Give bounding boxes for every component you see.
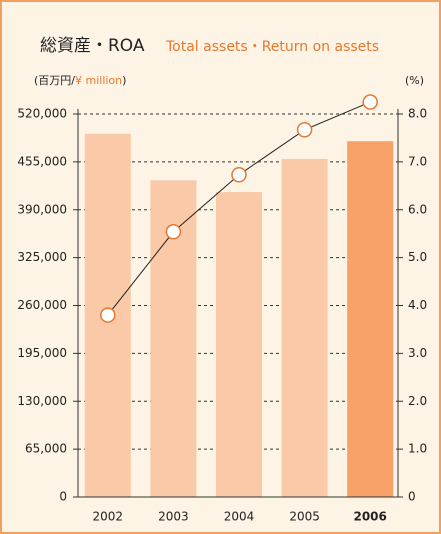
y2-tick-label: 8.0 — [408, 107, 427, 121]
point — [100, 307, 116, 323]
y-tick-label: 520,000 — [17, 107, 67, 121]
y2-tick-label: 1.0 — [408, 442, 427, 456]
y-tick-label: 325,000 — [17, 250, 67, 264]
bar — [216, 192, 262, 498]
x-tick-label: 2004 — [224, 510, 255, 524]
bar — [347, 141, 394, 497]
y2-axis-label: (%) — [405, 74, 424, 87]
y-tick-label: 195,000 — [17, 346, 67, 360]
x-tick-label: 2003 — [158, 510, 189, 524]
y2-tick-label: 4.0 — [408, 298, 427, 312]
y2-tick-label: 7.0 — [408, 154, 427, 168]
point — [362, 94, 378, 110]
y-axis-label: (百万円/¥ million) — [34, 74, 126, 87]
y2-tick-label: 5.0 — [408, 250, 427, 264]
y-axis-label-part: ) — [122, 74, 126, 87]
y2-tick-label: 0 — [408, 490, 416, 504]
point — [296, 122, 313, 138]
y-tick-label: 390,000 — [17, 202, 67, 216]
y2-tick-label: 6.0 — [408, 202, 427, 216]
bar — [281, 158, 328, 498]
y2-tick-label: 2.0 — [408, 394, 427, 408]
y-tick-label: 130,000 — [17, 394, 67, 408]
point — [231, 167, 247, 183]
y-tick-label: 260,000 — [17, 298, 67, 312]
chart-title: 総資産・ROA — [40, 36, 145, 56]
x-tick-label: 2002 — [93, 510, 124, 524]
x-tick-label: 2005 — [289, 510, 320, 524]
point — [165, 224, 182, 240]
y-tick-label: 455,000 — [17, 154, 67, 168]
y-axis-label-part: ¥ million — [75, 74, 122, 87]
y2-tick-label: 3.0 — [408, 346, 427, 360]
y-tick-label: 65,000 — [25, 442, 67, 456]
chart-subtitle: Total assets・Return on assets — [165, 39, 379, 55]
x-tick-label: 2006 — [353, 510, 386, 524]
y-tick-label: 0 — [59, 490, 67, 504]
y-axis-label-part: (百万円/ — [34, 74, 75, 87]
